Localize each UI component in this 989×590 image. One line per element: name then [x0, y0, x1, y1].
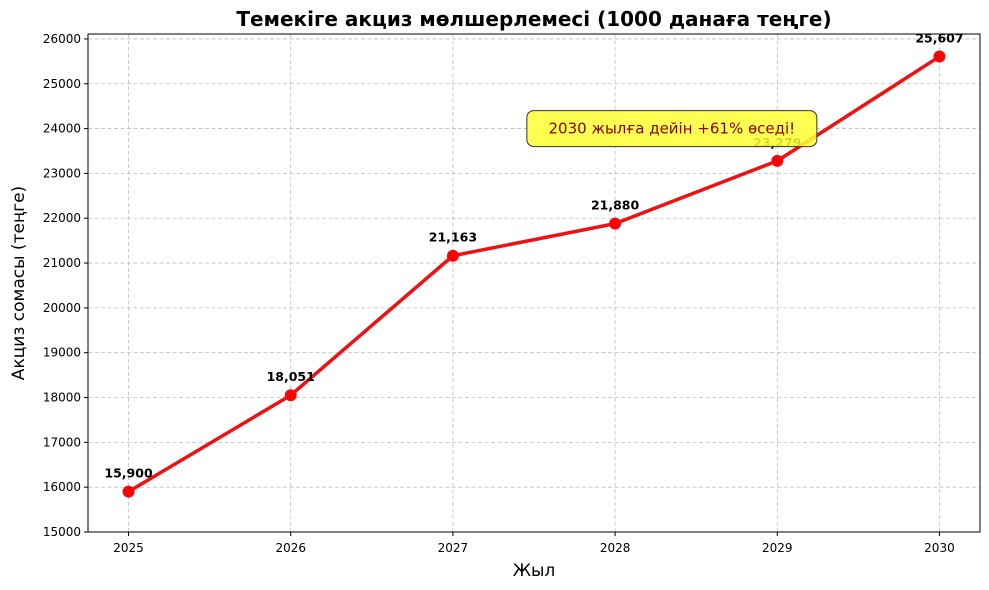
data-label: 15,900	[104, 466, 153, 481]
x-tick-label: 2027	[438, 541, 469, 555]
x-tick-label: 2026	[275, 541, 306, 555]
x-tick-label: 2030	[924, 541, 955, 555]
y-tick-label: 24000	[43, 122, 81, 136]
x-tick-label: 2025	[113, 541, 144, 555]
data-label: 18,051	[267, 369, 315, 384]
y-tick-label: 16000	[43, 480, 81, 494]
data-label: 21,163	[429, 230, 477, 245]
data-point	[446, 249, 459, 262]
annotation-box	[526, 110, 818, 148]
chart-title: Темекіге акциз мөлшерлемесі (1000 данаға…	[236, 7, 831, 31]
annotation: 2030 жылға дейін +61% өседі!	[526, 110, 818, 148]
data-point	[122, 485, 135, 498]
data-points	[122, 50, 946, 498]
y-tick-label: 22000	[43, 211, 81, 225]
x-tick-label: 2029	[762, 541, 793, 555]
data-label: 21,880	[591, 198, 640, 213]
annotation-text: 2030 жылға дейін +61% өседі!	[549, 120, 796, 138]
x-axis-label: Жыл	[513, 561, 556, 581]
y-tick-label: 18000	[43, 391, 81, 405]
x-tick-label: 2028	[600, 541, 631, 555]
axes: 2025 2026 2027 2028 2029 2030 15000 16000 17000 1…	[43, 32, 981, 555]
data-point	[609, 217, 622, 230]
data-point	[933, 50, 946, 63]
y-tick-label: 23000	[43, 166, 81, 180]
data-point	[771, 154, 784, 167]
grid	[88, 34, 980, 533]
y-tick-label: 17000	[43, 435, 81, 449]
data-point	[284, 389, 297, 402]
y-axis-label: Акциз сомасы (теңге)	[9, 186, 29, 380]
y-tick-label: 21000	[43, 256, 81, 270]
y-tick-label: 15000	[43, 525, 81, 539]
y-tick-label: 25000	[43, 77, 81, 91]
plot-frame	[87, 33, 981, 533]
y-tick-label: 26000	[43, 32, 81, 46]
y-tick-label: 19000	[43, 346, 81, 360]
data-label: 25,607	[915, 31, 963, 46]
y-tick-label: 20000	[43, 301, 81, 315]
